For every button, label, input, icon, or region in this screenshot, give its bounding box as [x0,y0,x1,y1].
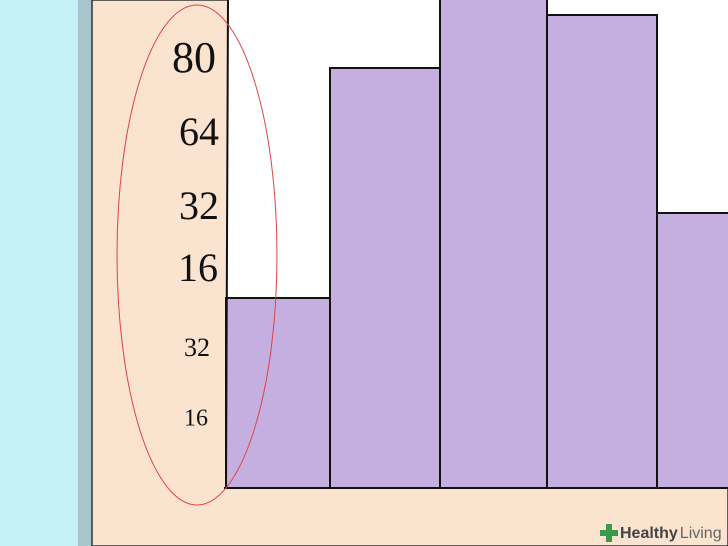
watermark-bold: Healthy [620,525,678,542]
bars [225,0,728,489]
bar [329,67,441,489]
bar [225,297,331,489]
highlight-ellipse [116,4,278,506]
axis-label: 32 [179,183,219,228]
watermark-icon [600,524,618,542]
axis-label: 16 [178,245,218,290]
watermark-text: Healthy Living [620,525,722,542]
bar [656,212,728,489]
paper-shadow [78,0,92,546]
watermark-light: Living [680,525,722,542]
axis-label: 16 [184,406,208,432]
axis-label: 32 [184,333,210,362]
watermark: Healthy Living [600,524,722,542]
bar [439,0,548,489]
bar [546,14,658,489]
axis-label: 64 [179,109,219,154]
axis-label: 80 [172,33,216,82]
y-axis [225,0,229,489]
